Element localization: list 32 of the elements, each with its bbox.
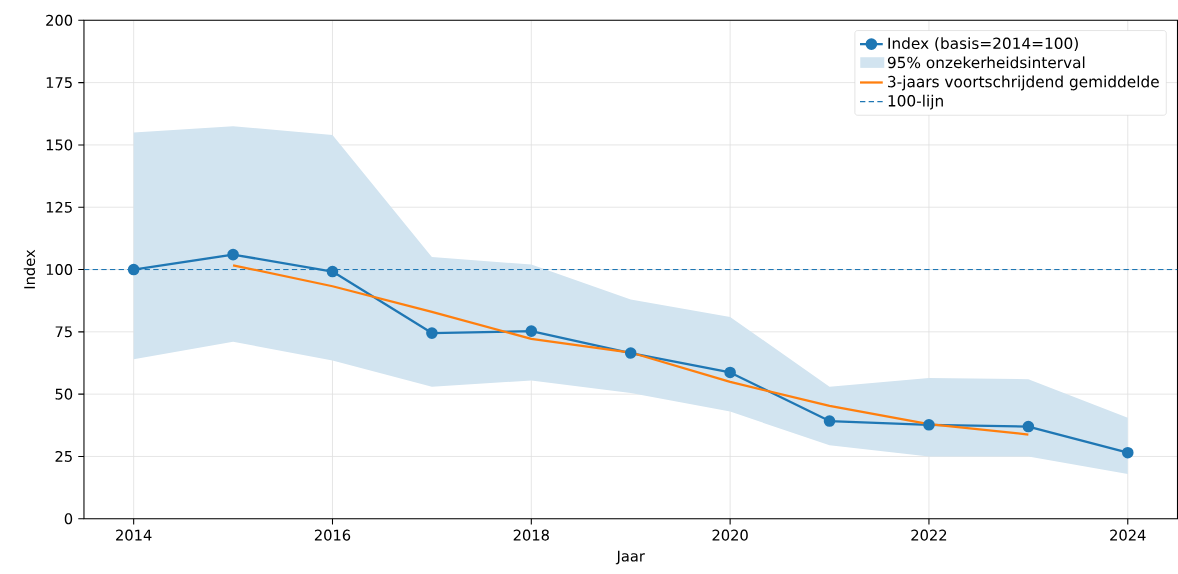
x-tick-label: 2020 [712,529,748,541]
point [1121,447,1134,459]
point [127,263,140,276]
y-tick-label: 25 [55,451,72,463]
x-tick-label: 2022 [911,529,947,541]
point [525,325,538,338]
x-axis-title: Jaar [615,550,645,565]
legend-label: Index (basis=2014=100) [888,37,1078,52]
y-axis-title: Index [23,249,36,289]
legend-label: 100-lijn [888,94,943,110]
x-tick-label: 2018 [513,529,549,541]
point [1022,420,1035,433]
y-tick-label: 0 [64,513,73,525]
x-tick-label: 2016 [314,529,351,541]
y-tick-label: 50 [55,388,73,400]
y-tick-label: 200 [46,14,73,26]
y-tick-label: 150 [46,139,73,151]
point [227,248,239,261]
x-tick-label: 2024 [1110,529,1146,541]
y-tick-label: 75 [55,326,72,338]
y-tick-label: 100 [46,264,73,276]
y-tick-label: 125 [46,201,72,213]
point [624,347,637,359]
point [823,415,836,427]
y-tick-label: 175 [46,77,72,89]
point [426,327,438,340]
point [923,419,935,431]
point [326,265,339,278]
x-tick-label: 2014 [116,529,152,541]
legend-label: 3-jaars voortschrijdend gemiddelde [888,75,1159,91]
point [724,366,736,379]
annotation: 95% onzekerheidsinterval [887,56,1085,69]
